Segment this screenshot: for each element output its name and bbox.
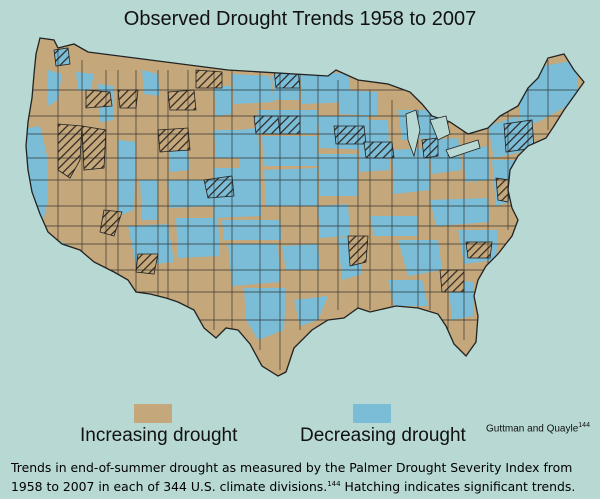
- map-title: Observed Drought Trends 1958 to 2007: [123, 8, 477, 30]
- legend-increasing-label: Increasing drought: [80, 425, 238, 446]
- legend-increasing-swatch: [134, 404, 172, 423]
- lake-michigan: [405, 109, 421, 158]
- legend-decreasing-swatch: [353, 404, 391, 423]
- source-credit: Guttman and Quayle144: [486, 422, 590, 435]
- climate-divisions: [26, 47, 584, 370]
- figure-caption: Trends in end-of-summer drought as measu…: [11, 460, 576, 495]
- us-drought-map: [18, 30, 593, 402]
- lake-erie: [445, 139, 481, 159]
- legend-decreasing-label: Decreasing drought: [300, 425, 466, 446]
- lake-huron: [429, 115, 451, 141]
